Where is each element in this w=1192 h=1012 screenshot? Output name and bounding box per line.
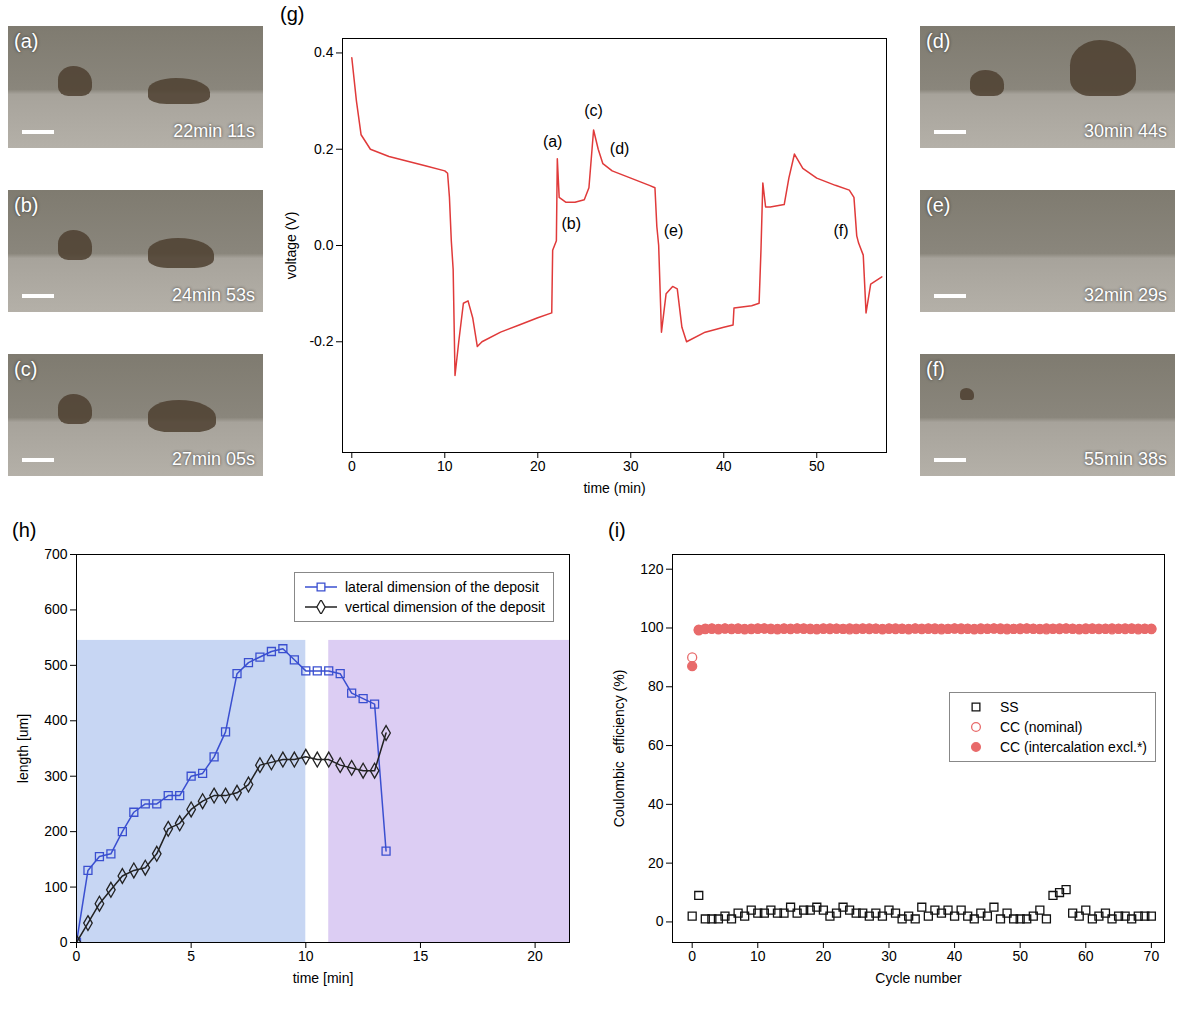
html-text:SS: SS	[999, 699, 1019, 715]
svg-text:20: 20	[648, 855, 664, 871]
svg-text:(a): (a)	[543, 133, 563, 150]
svg-text:400: 400	[44, 712, 68, 728]
svg-text:10: 10	[298, 948, 314, 964]
svg-text:100: 100	[640, 619, 664, 635]
svg-text:(b): (b)	[561, 215, 581, 232]
html-text:(d): (d)	[926, 30, 951, 52]
svg-text:(e): (e)	[664, 222, 684, 239]
svg-text:(d): (d)	[610, 140, 630, 157]
svg-text:0.0: 0.0	[314, 237, 334, 253]
svg-text:0.2: 0.2	[314, 141, 334, 157]
svg-text:20: 20	[816, 948, 832, 964]
html-text:(i): (i)	[608, 519, 626, 541]
html-text:(c): (c)	[14, 358, 38, 380]
svg-text:0: 0	[60, 934, 68, 950]
svg-text:40: 40	[648, 796, 664, 812]
html-text:(b): (b)	[14, 194, 39, 216]
svg-text:time [min]: time [min]	[293, 970, 354, 986]
svg-text:500: 500	[44, 657, 68, 673]
svg-text:Cycle number: Cycle number	[875, 970, 962, 986]
svg-text:time (min): time (min)	[583, 480, 645, 496]
svg-text:-0.2: -0.2	[309, 333, 333, 349]
html-text:lateral dimension of the depos: lateral dimension of the deposit	[345, 579, 539, 595]
svg-text:30: 30	[881, 948, 897, 964]
svg-text:20: 20	[530, 458, 546, 474]
html-text:(a): (a)	[14, 30, 39, 52]
svg-text:40: 40	[716, 458, 732, 474]
html-text:CC (nominal): CC (nominal)	[999, 719, 1083, 735]
html-text:30min 44s: 30min 44s	[1083, 121, 1167, 141]
svg-text:50: 50	[1012, 948, 1028, 964]
svg-text:0: 0	[656, 913, 664, 929]
svg-text:0: 0	[73, 948, 81, 964]
svg-text:0: 0	[348, 458, 356, 474]
html-text:27min 05s: 27min 05s	[171, 449, 255, 469]
html-text:22min 11s: 22min 11s	[173, 121, 255, 141]
svg-text:120: 120	[640, 561, 664, 577]
svg-text:70: 70	[1144, 948, 1160, 964]
html-text:(f): (f)	[926, 358, 945, 380]
svg-text:40: 40	[947, 948, 963, 964]
svg-text:700: 700	[44, 546, 68, 562]
svg-text:300: 300	[44, 768, 68, 784]
svg-text:10: 10	[750, 948, 766, 964]
html-text:(g): (g)	[280, 3, 305, 25]
svg-text:20: 20	[527, 948, 543, 964]
html-text:(e): (e)	[926, 194, 951, 216]
svg-text:50: 50	[809, 458, 825, 474]
svg-text:60: 60	[648, 737, 664, 753]
svg-text:15: 15	[413, 948, 429, 964]
html-text:vertical dimension of the depo: vertical dimension of the deposit	[345, 599, 545, 615]
svg-text:0: 0	[688, 948, 696, 964]
html-text:55min 38s: 55min 38s	[1083, 449, 1167, 469]
svg-text:Coulombic efficiency (%): Coulombic efficiency (%)	[611, 670, 627, 828]
svg-text:30: 30	[623, 458, 639, 474]
html-text:24min 53s: 24min 53s	[171, 285, 255, 305]
html-text:32min 29s: 32min 29s	[1083, 285, 1167, 305]
svg-text:200: 200	[44, 823, 68, 839]
html-text:(h): (h)	[12, 519, 37, 541]
svg-text:80: 80	[648, 678, 664, 694]
svg-text:600: 600	[44, 601, 68, 617]
svg-text:0.4: 0.4	[314, 44, 334, 60]
svg-text:100: 100	[44, 879, 68, 895]
svg-text:10: 10	[437, 458, 453, 474]
svg-text:(c): (c)	[584, 102, 603, 119]
svg-text:(f): (f)	[833, 222, 848, 239]
html-text:CC (intercalation excl.*): CC (intercalation excl.*)	[999, 739, 1147, 755]
svg-text:voltage (V): voltage (V)	[283, 212, 299, 280]
svg-text:length [um]: length [um]	[15, 714, 31, 783]
svg-text:60: 60	[1078, 948, 1094, 964]
svg-text:5: 5	[187, 948, 195, 964]
